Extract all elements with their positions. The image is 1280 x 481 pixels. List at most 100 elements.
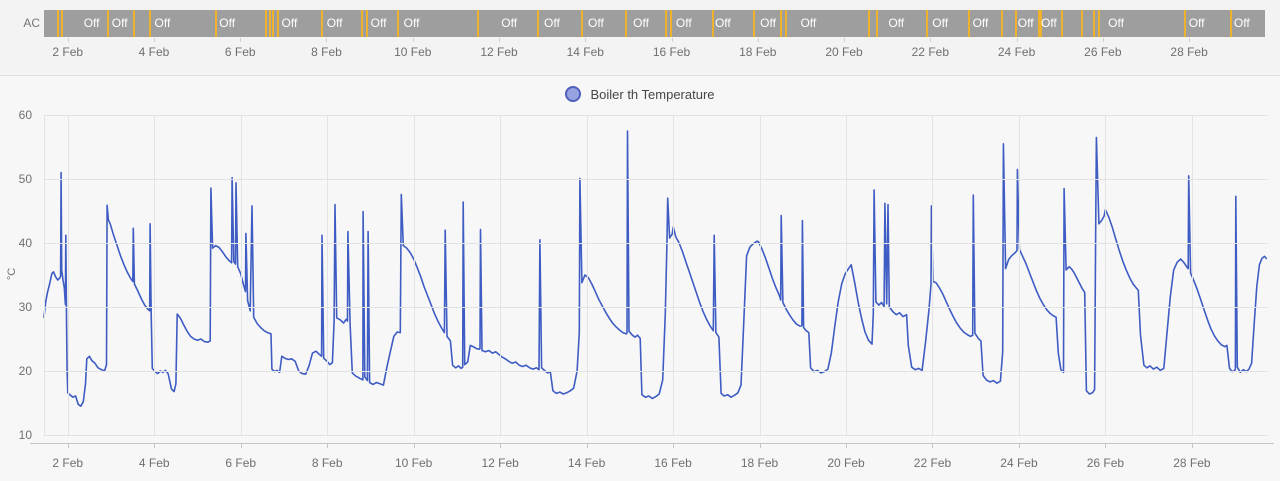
date-tick-label: 18 Feb — [739, 45, 777, 59]
vertical-gridline — [413, 115, 415, 435]
ac-off-state-label: Off — [1233, 16, 1250, 30]
x-axis-ticks — [44, 444, 1268, 449]
ac-state-change-marker — [1184, 10, 1187, 37]
ac-off-state-label: Off — [281, 16, 298, 30]
ac-state-change-marker — [581, 10, 584, 37]
date-tick-label: 26 Feb — [1086, 456, 1125, 470]
horizontal-gridline — [44, 115, 1268, 116]
horizontal-gridline — [44, 243, 1268, 244]
ac-state-change-marker — [57, 10, 60, 37]
ac-state-change-marker — [780, 10, 783, 37]
date-tick-mark — [153, 38, 155, 42]
date-tick-label: 16 Feb — [652, 45, 691, 59]
legend-item-boiler[interactable]: Boiler th Temperature — [565, 86, 715, 102]
ac-state-change-marker — [396, 10, 399, 37]
ac-state-change-marker — [107, 10, 110, 37]
ac-off-state-label: Off — [587, 16, 604, 30]
vertical-gridline — [932, 115, 934, 435]
ac-state-change-marker — [268, 10, 271, 37]
ac-state-change-marker — [868, 10, 871, 37]
ac-off-state-label: Off — [83, 16, 100, 30]
ac-off-state-label: Off — [111, 16, 128, 30]
ac-state-change-marker — [321, 10, 324, 37]
date-tick-label: 10 Feb — [394, 45, 432, 59]
series-marker-icon — [565, 86, 582, 102]
ac-axis-label: AC — [23, 16, 40, 30]
date-tick-mark — [1191, 444, 1193, 448]
date-tick-label: 12 Feb — [480, 45, 518, 59]
ac-state-change-marker — [753, 10, 756, 37]
ac-state-bar[interactable]: Off Off Off Off Off Off Off Off Off Off Off Off Off O… — [44, 10, 1265, 37]
date-tick-mark — [1016, 38, 1018, 42]
date-tick-label: 6 Feb — [225, 456, 257, 470]
horizontal-gridline — [44, 435, 1268, 436]
date-tick-label: 2 Feb — [52, 456, 84, 470]
date-tick-label: 2 Feb — [52, 45, 84, 59]
y-axis-tick-label: 10 — [18, 428, 32, 442]
date-tick-mark — [844, 38, 846, 42]
plot-area[interactable] — [43, 115, 1268, 436]
ac-state-change-marker — [149, 10, 151, 37]
date-tick-label: 10 Feb — [394, 456, 433, 470]
series-polyline — [43, 130, 1268, 408]
vertical-gridline — [44, 115, 45, 435]
temperature-chart-card: Boiler th Temperature °C 60 50 40 30 20 10 2 … — [0, 76, 1280, 481]
ac-state-change-marker — [1037, 10, 1040, 37]
horizontal-gridline — [44, 307, 1268, 308]
date-tick-mark — [499, 38, 501, 42]
date-tick-mark — [932, 444, 934, 448]
ac-state-change-marker — [1092, 10, 1095, 37]
y-axis-tick-label: 40 — [18, 236, 32, 250]
date-tick-mark — [413, 444, 415, 448]
date-tick-mark — [1102, 38, 1104, 42]
ac-state-change-marker — [1001, 10, 1004, 37]
vertical-gridline — [1018, 115, 1020, 435]
ac-state-change-marker — [265, 10, 267, 37]
legend-label: Boiler th Temperature — [590, 86, 715, 102]
date-tick-label: 4 Feb — [138, 45, 170, 59]
ac-off-state-label: Off — [1017, 16, 1034, 30]
ac-state-change-marker — [670, 10, 673, 37]
horizontal-gridline — [44, 179, 1268, 180]
vertical-gridline — [586, 115, 588, 435]
temperature-line-series — [43, 130, 1268, 408]
ac-state-change-marker — [61, 10, 64, 37]
date-tick-mark — [67, 444, 69, 448]
x-axis-line — [30, 443, 1274, 444]
ac-off-state-label: Off — [154, 16, 171, 30]
x-axis-labels: 2 Feb 4 Feb 6 Feb 8 Feb 10 Feb 12 Feb 14 Feb 16… — [44, 454, 1268, 474]
date-tick-label: 8 Feb — [311, 45, 342, 59]
y-axis-tick-label: 30 — [18, 300, 32, 314]
date-tick-label: 20 Feb — [825, 45, 863, 59]
ac-date-axis: 2 Feb 4 Feb 6 Feb 8 Feb 10 Feb 12 Feb 14 Feb 16… — [44, 38, 1265, 63]
ac-state-change-marker — [925, 10, 928, 37]
ac-state-change-marker — [1080, 10, 1083, 37]
date-tick-label: 22 Feb — [911, 45, 949, 59]
date-tick-mark — [585, 38, 587, 42]
ac-timeline-section: AC Off Off Off Off Off Off Off Off Off Off Off Off O… — [0, 0, 1280, 76]
date-tick-mark — [673, 444, 675, 448]
date-tick-label: 24 Feb — [1000, 456, 1038, 470]
ac-state-change-marker — [625, 10, 628, 37]
date-tick-label: 16 Feb — [654, 456, 692, 470]
vertical-gridline — [67, 115, 69, 435]
date-tick-mark — [757, 38, 759, 42]
ac-state-change-marker — [537, 10, 540, 37]
date-tick-label: 6 Feb — [224, 45, 256, 59]
ac-off-state-label: Off — [1040, 16, 1057, 30]
ac-state-change-marker — [1061, 10, 1064, 37]
date-tick-label: 4 Feb — [138, 456, 170, 470]
date-tick-mark — [846, 444, 848, 448]
date-tick-mark — [500, 444, 502, 448]
ac-state-change-marker — [1040, 10, 1043, 37]
y-axis-tick-label: 60 — [18, 108, 32, 122]
ac-off-state-label: Off — [633, 16, 649, 30]
date-tick-mark — [240, 38, 242, 42]
ac-state-change-marker — [1097, 10, 1100, 37]
ac-off-state-label: Off — [219, 16, 236, 30]
date-tick-mark — [1189, 38, 1191, 42]
date-tick-mark — [586, 444, 588, 448]
date-tick-label: 14 Feb — [567, 456, 606, 470]
vertical-gridline — [1105, 115, 1107, 435]
y-axis-tick-label: 20 — [18, 364, 32, 378]
